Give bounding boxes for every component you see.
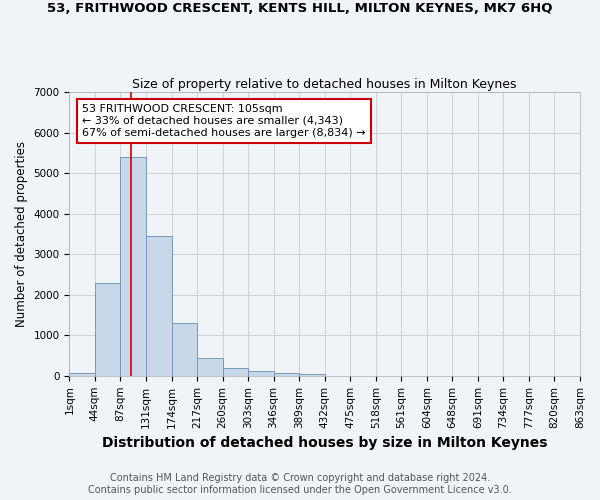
Bar: [197, 358, 223, 376]
Bar: [146, 236, 172, 376]
Bar: [121, 157, 146, 376]
Text: Contains HM Land Registry data © Crown copyright and database right 2024.
Contai: Contains HM Land Registry data © Crown c…: [88, 474, 512, 495]
Title: Size of property relative to detached houses in Milton Keynes: Size of property relative to detached ho…: [133, 78, 517, 91]
Bar: [299, 374, 325, 376]
Bar: [274, 373, 299, 376]
Y-axis label: Number of detached properties: Number of detached properties: [15, 141, 28, 327]
Text: 53 FRITHWOOD CRESCENT: 105sqm
← 33% of detached houses are smaller (4,343)
67% o: 53 FRITHWOOD CRESCENT: 105sqm ← 33% of d…: [82, 104, 366, 138]
Bar: [248, 371, 274, 376]
X-axis label: Distribution of detached houses by size in Milton Keynes: Distribution of detached houses by size …: [102, 436, 547, 450]
Bar: [223, 368, 248, 376]
Bar: [95, 282, 121, 376]
Bar: [70, 373, 95, 376]
Bar: [172, 323, 197, 376]
Text: 53, FRITHWOOD CRESCENT, KENTS HILL, MILTON KEYNES, MK7 6HQ: 53, FRITHWOOD CRESCENT, KENTS HILL, MILT…: [47, 2, 553, 16]
